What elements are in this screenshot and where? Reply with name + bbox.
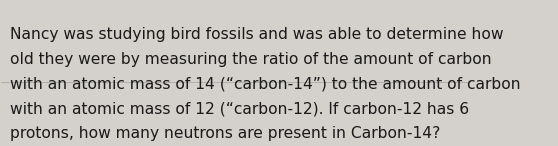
Text: old they were by measuring the ratio of the amount of carbon: old they were by measuring the ratio of … [10,52,492,67]
Text: with an atomic mass of 12 (“carbon-12). If carbon-12 has 6: with an atomic mass of 12 (“carbon-12). … [10,101,469,116]
Text: Nancy was studying bird fossils and was able to determine how: Nancy was studying bird fossils and was … [10,27,503,42]
Text: protons, how many neutrons are present in Carbon-14?: protons, how many neutrons are present i… [10,126,440,141]
Text: with an atomic mass of 14 (“carbon-14”) to the amount of carbon: with an atomic mass of 14 (“carbon-14”) … [10,77,521,92]
